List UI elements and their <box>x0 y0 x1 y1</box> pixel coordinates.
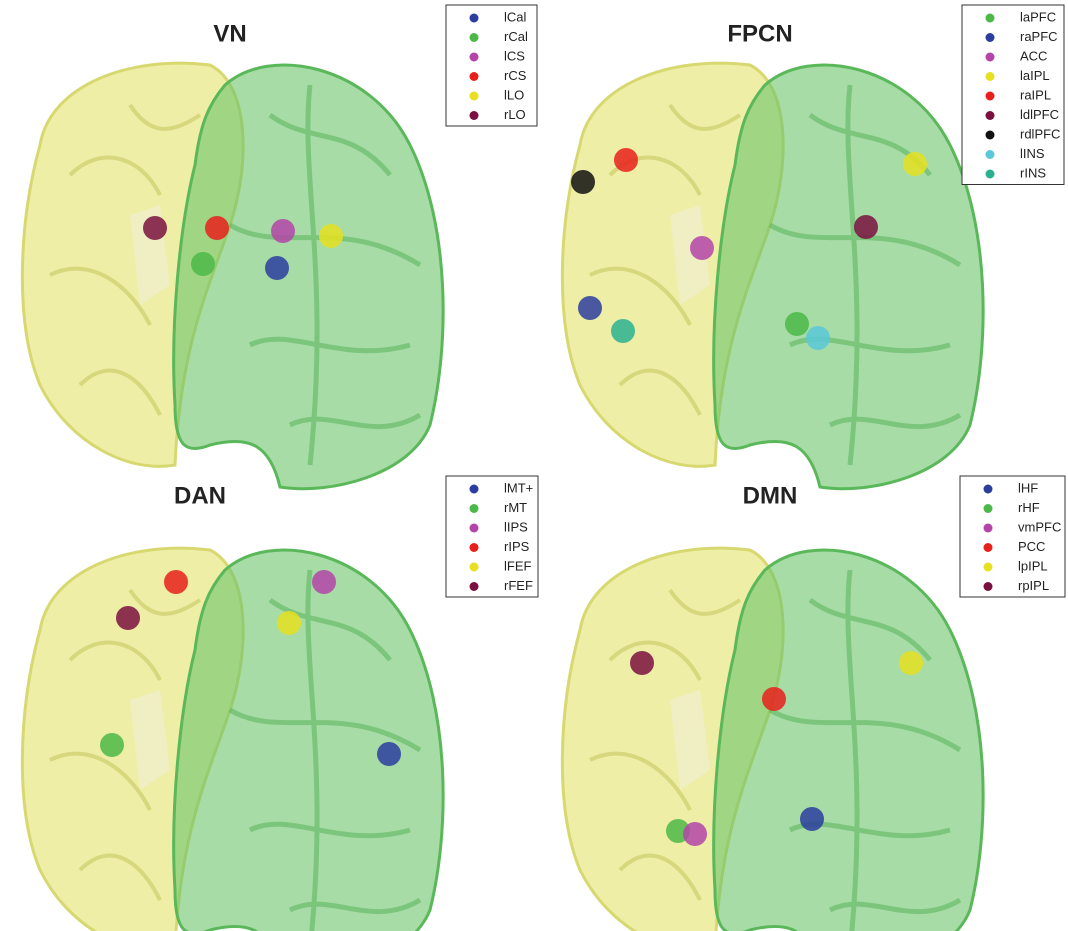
panels: VN lCal rCal lCS rCS lLO rLO FPCN laPFC raPFC ACC l… <box>22 5 1065 931</box>
panel-title: FPCN <box>727 20 792 47</box>
legend-label: rpIPL <box>1018 578 1049 593</box>
legend-marker <box>470 504 479 513</box>
roi-node <box>312 570 336 594</box>
roi-node <box>116 606 140 630</box>
roi-node <box>277 611 301 635</box>
panel: FPCN laPFC raPFC ACC laIPL raIPL ldlPFC rdlPFC l… <box>562 5 1064 489</box>
legend-marker <box>470 524 479 533</box>
legend-label: lLO <box>504 87 524 102</box>
roi-node <box>377 742 401 766</box>
legend-marker <box>984 485 993 494</box>
brain <box>562 63 983 489</box>
legend-marker <box>986 53 995 62</box>
brain <box>562 548 983 931</box>
legend-marker <box>470 582 479 591</box>
legend-label: raIPL <box>1020 87 1051 102</box>
legend-marker <box>986 150 995 159</box>
roi-node <box>143 216 167 240</box>
legend-marker <box>470 92 479 101</box>
legend-marker <box>470 543 479 552</box>
panel-title: DAN <box>174 482 226 509</box>
roi-node <box>785 312 809 336</box>
roi-node <box>762 687 786 711</box>
legend-label: rFEF <box>504 578 533 593</box>
panel: DMN lHF rHF vmPFC PCC lpIPL rpIPL <box>562 476 1065 931</box>
roi-node <box>205 216 229 240</box>
legend-label: lCS <box>504 48 525 63</box>
roi-node <box>806 326 830 350</box>
roi-node <box>100 733 124 757</box>
legend-box <box>960 476 1065 597</box>
roi-node <box>578 296 602 320</box>
legend-marker <box>470 14 479 23</box>
roi-node <box>611 319 635 343</box>
roi-node <box>903 152 927 176</box>
legend-label: laPFC <box>1020 9 1056 24</box>
panel: DAN lMT+ rMT lIPS rIPS lFEF rFEF <box>22 476 538 931</box>
legend-label: rMT <box>504 500 527 515</box>
legend-label: lFEF <box>504 558 532 573</box>
legend-marker <box>986 33 995 42</box>
roi-node <box>571 170 595 194</box>
legend-marker <box>470 53 479 62</box>
legend-label: rIPS <box>504 539 530 554</box>
legend-label: rCal <box>504 29 528 44</box>
legend-marker <box>984 543 993 552</box>
roi-node <box>800 807 824 831</box>
roi-node <box>265 256 289 280</box>
legend-label: lCal <box>504 9 527 24</box>
legend-marker <box>470 72 479 81</box>
legend-marker <box>470 33 479 42</box>
legend-marker <box>984 563 993 572</box>
legend-label: rLO <box>504 107 526 122</box>
roi-node <box>899 651 923 675</box>
legend-label: lHF <box>1018 480 1038 495</box>
panel-title: VN <box>213 20 246 47</box>
roi-node <box>191 252 215 276</box>
legend-marker <box>986 170 995 179</box>
roi-node <box>683 822 707 846</box>
legend-label: lMT+ <box>504 480 533 495</box>
legend-marker <box>470 111 479 120</box>
legend-marker <box>984 524 993 533</box>
roi-node <box>271 219 295 243</box>
legend-marker <box>986 92 995 101</box>
roi-node <box>630 651 654 675</box>
legend-label: rdlPFC <box>1020 126 1060 141</box>
legend-label: rINS <box>1020 165 1046 180</box>
legend-marker <box>986 131 995 140</box>
legend-label: lpIPL <box>1018 558 1048 573</box>
figure: VN lCal rCal lCS rCS lLO rLO FPCN laPFC raPFC ACC l… <box>0 0 1068 931</box>
legend-label: rHF <box>1018 500 1040 515</box>
panel: VN lCal rCal lCS rCS lLO rLO <box>22 5 537 489</box>
brain <box>22 548 443 931</box>
legend-marker <box>984 582 993 591</box>
legend-label: laIPL <box>1020 68 1050 83</box>
legend-marker <box>986 72 995 81</box>
legend-label: ldlPFC <box>1020 107 1059 122</box>
legend-marker <box>986 111 995 120</box>
roi-node <box>614 148 638 172</box>
legend-marker <box>470 485 479 494</box>
legend-label: vmPFC <box>1018 519 1061 534</box>
legend-label: PCC <box>1018 539 1045 554</box>
roi-node <box>690 236 714 260</box>
legend-marker <box>986 14 995 23</box>
legend-label: lIPS <box>504 519 528 534</box>
legend-label: lINS <box>1020 146 1045 161</box>
roi-node <box>164 570 188 594</box>
legend-marker <box>984 504 993 513</box>
roi-node <box>854 215 878 239</box>
roi-node <box>319 224 343 248</box>
legend-label: ACC <box>1020 48 1047 63</box>
panel-title: DMN <box>743 482 798 509</box>
brain <box>22 63 443 489</box>
legend-marker <box>470 563 479 572</box>
legend-label: raPFC <box>1020 29 1058 44</box>
legend-label: rCS <box>504 68 527 83</box>
